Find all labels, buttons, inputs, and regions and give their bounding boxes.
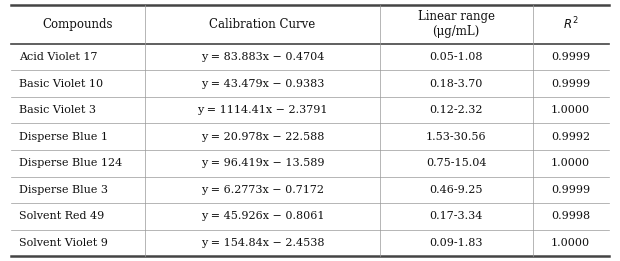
Text: 0.09-1.83: 0.09-1.83 bbox=[430, 238, 483, 248]
Text: Linear range
(μg/mL): Linear range (μg/mL) bbox=[418, 10, 495, 38]
Text: y = 1114.41x − 2.3791: y = 1114.41x − 2.3791 bbox=[197, 105, 327, 115]
Text: 1.0000: 1.0000 bbox=[551, 158, 590, 168]
Text: Calibration Curve: Calibration Curve bbox=[209, 18, 316, 31]
Text: Disperse Blue 124: Disperse Blue 124 bbox=[19, 158, 122, 168]
Text: 0.75-15.04: 0.75-15.04 bbox=[426, 158, 487, 168]
Text: Solvent Red 49: Solvent Red 49 bbox=[19, 211, 104, 221]
Text: y = 6.2773x − 0.7172: y = 6.2773x − 0.7172 bbox=[201, 185, 324, 195]
Text: y = 43.479x − 0.9383: y = 43.479x − 0.9383 bbox=[201, 79, 324, 88]
Text: 0.46-9.25: 0.46-9.25 bbox=[430, 185, 483, 195]
Text: y = 154.84x − 2.4538: y = 154.84x − 2.4538 bbox=[200, 238, 324, 248]
Text: Disperse Blue 3: Disperse Blue 3 bbox=[19, 185, 108, 195]
Text: 0.18-3.70: 0.18-3.70 bbox=[430, 79, 483, 88]
Text: 0.9998: 0.9998 bbox=[551, 211, 590, 221]
Text: y = 45.926x − 0.8061: y = 45.926x − 0.8061 bbox=[200, 211, 324, 221]
Text: 0.17-3.34: 0.17-3.34 bbox=[430, 211, 483, 221]
Text: 0.05-1.08: 0.05-1.08 bbox=[430, 52, 483, 62]
Text: 1.0000: 1.0000 bbox=[551, 105, 590, 115]
Text: 0.12-2.32: 0.12-2.32 bbox=[430, 105, 483, 115]
Text: y = 83.883x − 0.4704: y = 83.883x − 0.4704 bbox=[201, 52, 324, 62]
Text: 0.9999: 0.9999 bbox=[551, 52, 590, 62]
Text: Basic Violet 10: Basic Violet 10 bbox=[19, 79, 103, 88]
Text: 0.9992: 0.9992 bbox=[551, 132, 590, 142]
Text: Disperse Blue 1: Disperse Blue 1 bbox=[19, 132, 108, 142]
Text: 1.53-30.56: 1.53-30.56 bbox=[426, 132, 487, 142]
Text: 0.9999: 0.9999 bbox=[551, 185, 590, 195]
Text: Compounds: Compounds bbox=[43, 18, 113, 31]
Text: Basic Violet 3: Basic Violet 3 bbox=[19, 105, 95, 115]
Text: y = 96.419x − 13.589: y = 96.419x − 13.589 bbox=[200, 158, 324, 168]
Text: $\mathit{R}^2$: $\mathit{R}^2$ bbox=[563, 16, 578, 33]
Text: 0.9999: 0.9999 bbox=[551, 79, 590, 88]
Text: Solvent Violet 9: Solvent Violet 9 bbox=[19, 238, 107, 248]
Text: Acid Violet 17: Acid Violet 17 bbox=[19, 52, 97, 62]
Text: y = 20.978x − 22.588: y = 20.978x − 22.588 bbox=[201, 132, 324, 142]
Text: 1.0000: 1.0000 bbox=[551, 238, 590, 248]
